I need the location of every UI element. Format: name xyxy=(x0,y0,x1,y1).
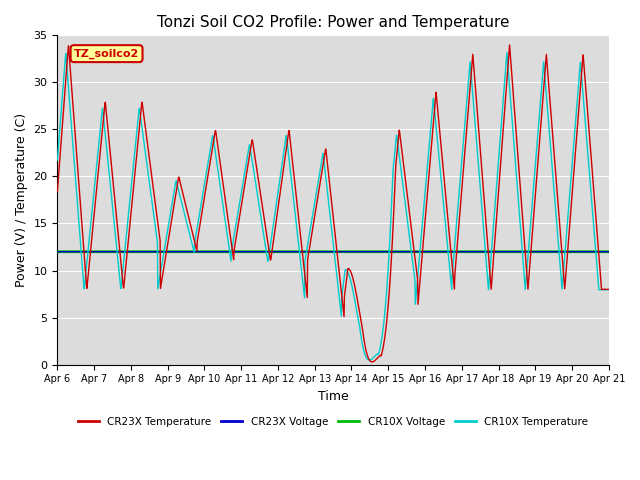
Y-axis label: Power (V) / Temperature (C): Power (V) / Temperature (C) xyxy=(15,113,28,287)
Title: Tonzi Soil CO2 Profile: Power and Temperature: Tonzi Soil CO2 Profile: Power and Temper… xyxy=(157,15,509,30)
X-axis label: Time: Time xyxy=(317,390,349,403)
Legend: CR23X Temperature, CR23X Voltage, CR10X Voltage, CR10X Temperature: CR23X Temperature, CR23X Voltage, CR10X … xyxy=(74,413,593,431)
Text: TZ_soilco2: TZ_soilco2 xyxy=(74,48,139,59)
